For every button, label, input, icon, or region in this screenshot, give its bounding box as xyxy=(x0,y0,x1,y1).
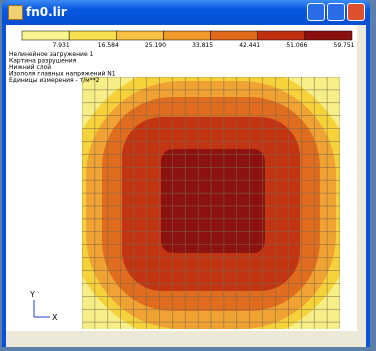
legend-swatch xyxy=(304,30,353,41)
info-line: Нижний слой xyxy=(9,64,51,71)
legend-value: 51.066 xyxy=(286,42,307,49)
legend-swatch xyxy=(116,30,164,41)
legend-swatch xyxy=(21,30,70,41)
legend-swatch xyxy=(210,30,258,41)
legend-value: 16.584 xyxy=(98,42,119,49)
close-button[interactable] xyxy=(347,3,365,21)
zone xyxy=(161,149,265,253)
maximize-button[interactable] xyxy=(327,3,345,21)
legend-value: 25.190 xyxy=(145,42,166,49)
legend-value: 59.751 xyxy=(334,42,355,49)
legend-swatch xyxy=(257,30,306,41)
legend-value: 7.931 xyxy=(53,42,70,49)
x-axis-label: X xyxy=(52,313,58,322)
window: fn0.lir Y X 7.931 16.584 25.190 33.815 42.44… xyxy=(2,0,370,347)
y-axis-label: Y xyxy=(29,290,35,299)
legend-swatch xyxy=(68,30,117,41)
info-line: Картина разрушения xyxy=(9,58,77,65)
horizontal-scrollbar[interactable] xyxy=(6,331,357,347)
app-icon xyxy=(8,5,23,20)
window-title: fn0.lir xyxy=(26,5,67,19)
client-area: Y X 7.931 16.584 25.190 33.815 42.441 51.066 5… xyxy=(6,25,366,347)
minimize-button[interactable] xyxy=(307,3,325,21)
legend-swatch xyxy=(163,30,211,41)
mesh xyxy=(82,77,340,329)
vertical-scrollbar[interactable] xyxy=(357,25,366,347)
info-line: Нелинейное загружение 1 xyxy=(9,51,94,58)
plot: Y X 7.931 16.584 25.190 33.815 42.441 51.066 5… xyxy=(6,25,366,347)
info-line: Изополя главных напряжений N1 xyxy=(9,71,116,78)
legend-value: 33.815 xyxy=(192,42,213,49)
legend-value: 42.441 xyxy=(239,42,260,49)
title-bar: fn0.lir xyxy=(2,0,370,24)
info-line: Единицы измерения - т/м**2 xyxy=(9,77,100,84)
contour-plot xyxy=(82,77,340,329)
